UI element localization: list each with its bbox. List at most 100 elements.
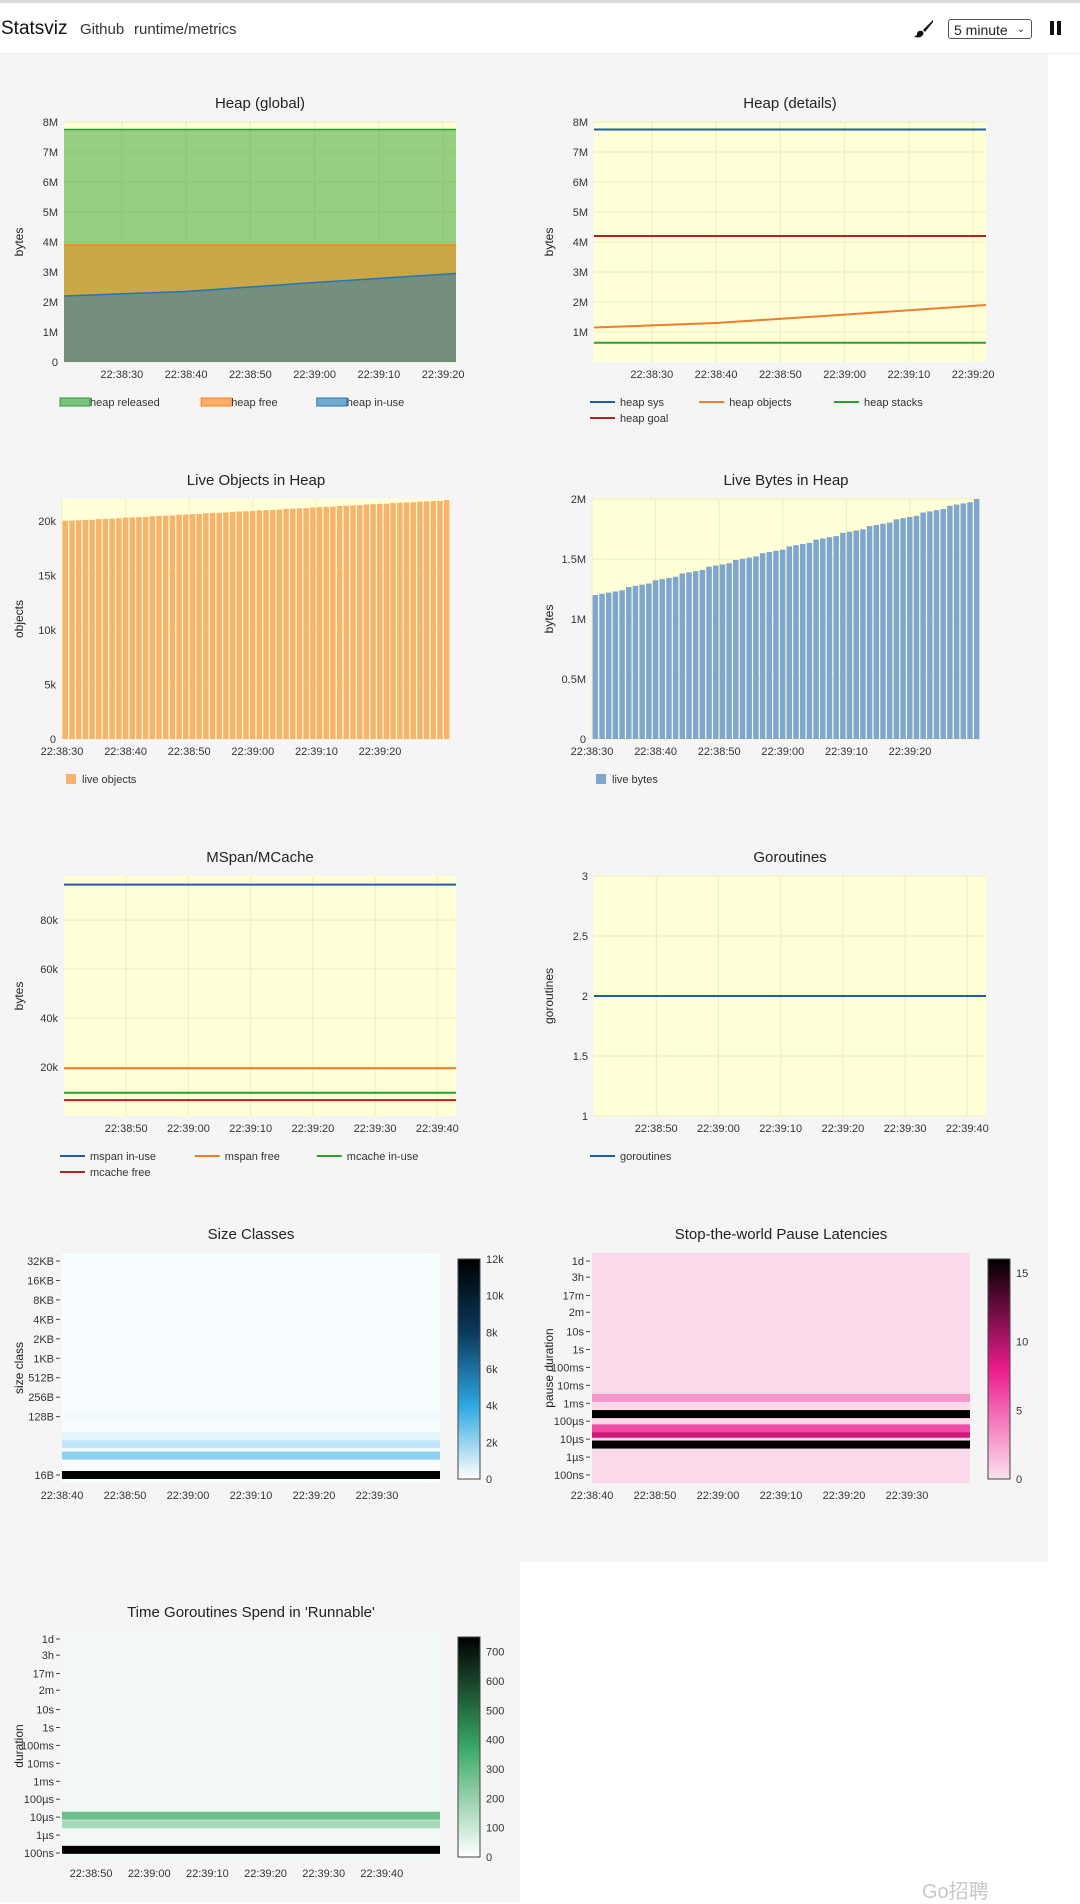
y-tick-label: 0.5M	[562, 674, 586, 686]
y-tick-label: 0	[580, 734, 586, 746]
y-tick-label: 10k	[38, 625, 56, 637]
bar	[203, 513, 209, 739]
bar	[799, 544, 806, 739]
y-tick-label: 20k	[40, 1062, 58, 1074]
x-tick-label: 22:38:40	[41, 1490, 84, 1502]
x-tick-label: 22:38:50	[759, 369, 802, 381]
bar	[437, 500, 443, 739]
y-axis-label: objects	[12, 600, 26, 638]
x-tick-label: 22:38:40	[634, 746, 677, 758]
stw-pause-svg: Stop-the-world Pause Latencies pause dura…	[542, 1226, 1028, 1502]
y-tick-label: 32KB	[27, 1256, 54, 1268]
x-tick-label: 22:38:50	[105, 1123, 148, 1135]
y-axis-label: pause duration	[542, 1328, 556, 1407]
bar	[920, 512, 926, 739]
live-objects-svg: Live Objects in Heap objects 0 5k 10k 15k 20k 2…	[12, 472, 450, 786]
bar	[89, 519, 95, 739]
legend-label: heap free	[231, 397, 277, 409]
y-tick-label: 4KB	[33, 1314, 54, 1326]
legend-label: mcache free	[90, 1167, 151, 1179]
y-tick-label: 1s	[42, 1723, 54, 1735]
y-tick-label: 20k	[38, 516, 56, 528]
bar	[907, 516, 913, 739]
y-tick-label: 4M	[573, 237, 588, 249]
colorbar-tick-label: 6k	[486, 1364, 498, 1376]
y-tick-label: 6M	[573, 177, 588, 189]
bar	[692, 571, 699, 739]
y-tick-label: 80k	[40, 915, 58, 927]
bar	[129, 517, 135, 739]
legend-label: mspan in-use	[90, 1151, 156, 1163]
heatmap-background	[62, 1253, 440, 1483]
y-tick-label: 1M	[43, 327, 58, 339]
bar	[873, 524, 880, 739]
bar	[746, 557, 752, 739]
chart-title: Heap (global)	[215, 95, 305, 112]
runnable-svg: Time Goroutines Spend in 'Runnable' durat…	[12, 1604, 504, 1880]
heatmap-band	[592, 1393, 970, 1402]
x-tick-label: 22:38:30	[41, 746, 84, 758]
y-tick-label: 17m	[563, 1291, 584, 1303]
interval-select[interactable]: 5 minute ⌄	[948, 19, 1032, 39]
y-axis-label: goroutines	[542, 968, 556, 1024]
heatmap-band	[62, 1811, 440, 1820]
colorbar-tick-label: 0	[486, 1852, 492, 1864]
y-axis-label: size class	[12, 1342, 26, 1394]
bar	[900, 518, 906, 739]
colorbar-tick-label: 10k	[486, 1291, 504, 1303]
bar	[612, 591, 619, 739]
bar	[833, 536, 839, 739]
app-brand[interactable]: Statsviz	[1, 18, 68, 39]
y-tick-label: 16B	[34, 1470, 54, 1482]
x-tick-label: 22:39:20	[823, 1490, 866, 1502]
y-tick-label: 100ms	[21, 1740, 55, 1752]
heatmap-band	[62, 1820, 440, 1829]
chevron-down-icon: ⌄	[1016, 24, 1025, 35]
bar	[759, 553, 766, 739]
heatmap-band	[592, 1424, 970, 1433]
legend-swatch	[316, 397, 348, 407]
x-tick-label: 22:39:00	[167, 1490, 210, 1502]
chart-title: Size Classes	[208, 1226, 295, 1243]
y-tick-label: 17m	[33, 1669, 54, 1681]
bar	[779, 549, 786, 739]
colorbar-tick-label: 4k	[486, 1401, 498, 1413]
y-tick-label: 2M	[43, 297, 58, 309]
github-link[interactable]: Github	[80, 21, 125, 38]
x-tick-label: 22:39:30	[886, 1490, 929, 1502]
colorbar-tick-label: 400	[486, 1735, 504, 1747]
x-tick-label: 22:39:40	[946, 1123, 989, 1135]
bar	[336, 505, 343, 739]
bar	[236, 511, 243, 739]
legend-swatch	[200, 397, 232, 407]
runnable-chart: Time Goroutines Spend in 'Runnable' durat…	[0, 1595, 520, 1895]
pause-icon[interactable]	[1050, 21, 1062, 35]
x-tick-label: 22:39:10	[295, 746, 338, 758]
legend-label: heap objects	[729, 397, 792, 409]
bar	[967, 502, 973, 739]
bar	[933, 510, 940, 739]
x-tick-label: 22:39:10	[230, 1490, 273, 1502]
line-heap-objects	[593, 304, 987, 329]
heatmap-band	[62, 1845, 440, 1854]
size-classes-svg: Size Classes size class 16B 128B 256B 512B 1KB…	[12, 1226, 504, 1502]
top-navbar: Statsviz Github runtime/metrics 5 minute…	[0, 3, 1080, 54]
bar	[149, 516, 156, 739]
bar	[196, 513, 202, 739]
bar	[383, 503, 390, 739]
legend-swatch	[66, 774, 76, 784]
y-tick-label: 0	[50, 734, 56, 746]
y-tick-label: 0	[52, 357, 58, 369]
interval-value: 5 minute	[954, 22, 1008, 38]
area-heap-in-use	[64, 273, 456, 362]
y-axis-label: bytes	[12, 228, 26, 257]
bar	[109, 518, 115, 739]
colorbar	[457, 1636, 481, 1858]
x-tick-label: 22:39:20	[359, 746, 402, 758]
x-tick-label: 22:38:50	[229, 369, 272, 381]
brush-icon[interactable]	[914, 19, 934, 39]
goroutines-svg: Goroutines goroutines 1 1.5 2 2.5 3 22:38:50 22:…	[542, 849, 989, 1163]
runtime-metrics-link[interactable]: runtime/metrics	[134, 21, 237, 38]
legend-label: heap sys	[620, 397, 665, 409]
x-tick-label: 22:39:00	[697, 1123, 740, 1135]
